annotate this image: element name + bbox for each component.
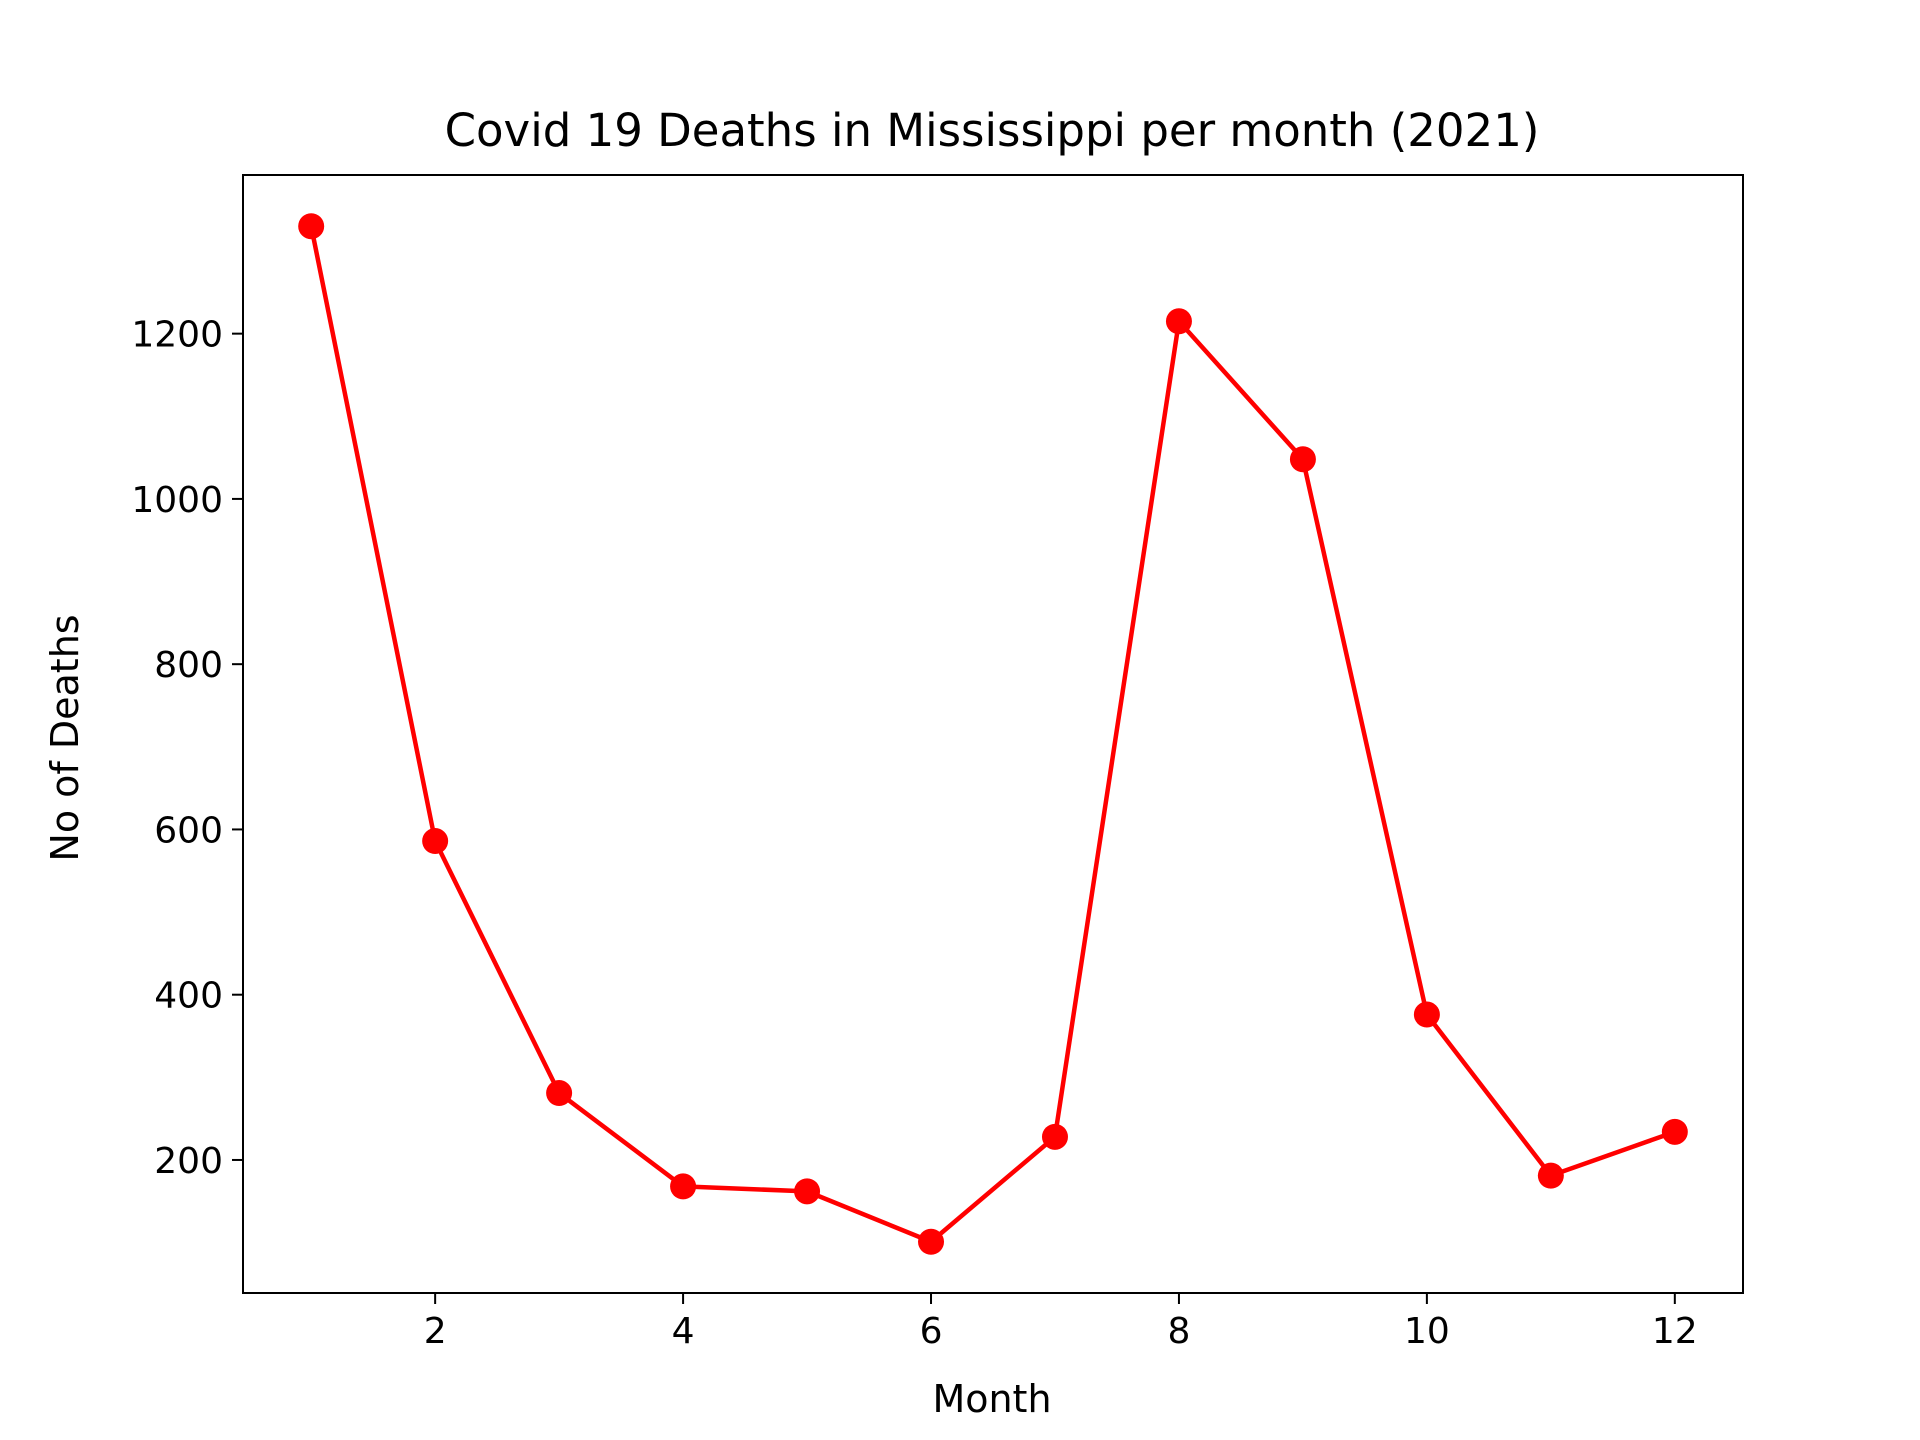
x-tick-label: 10 [1404, 1311, 1450, 1352]
y-tick-label: 400 [154, 976, 223, 1017]
data-point [298, 213, 325, 240]
series-line [308, 225, 1676, 1245]
data-point [794, 1178, 821, 1205]
x-tick-label: 2 [424, 1311, 447, 1352]
plot-frame [242, 174, 1744, 1294]
data-point [1661, 1118, 1688, 1145]
x-axis-label: Month [932, 1377, 1051, 1421]
y-tick-label: 600 [154, 810, 223, 851]
series-layer [298, 213, 1688, 1255]
x-tick-label: 4 [672, 1311, 695, 1352]
data-point [422, 828, 449, 855]
y-tick-label: 800 [154, 645, 223, 686]
x-tick-label: 12 [1652, 1311, 1698, 1352]
chart-title: Covid 19 Deaths in Mississippi per month… [445, 104, 1540, 157]
data-point [1413, 1001, 1440, 1028]
y-axis-label: No of Deaths [43, 614, 87, 861]
data-point [1537, 1162, 1564, 1189]
data-point [670, 1173, 697, 1200]
x-axis: 2 4 6 8 10 12 [424, 1293, 1698, 1352]
data-point [1289, 446, 1316, 473]
x-tick-label: 6 [920, 1311, 943, 1352]
data-point [1041, 1123, 1068, 1150]
plot-area [242, 174, 1744, 1294]
x-tick-label: 8 [1167, 1311, 1190, 1352]
y-axis: 200 400 600 800 1000 1200 [131, 315, 243, 1182]
y-tick-label: 200 [154, 1141, 223, 1182]
data-point [546, 1080, 573, 1107]
data-point [1165, 308, 1192, 335]
y-tick-label: 1200 [131, 315, 223, 356]
y-tick-label: 1000 [131, 480, 223, 521]
data-point [918, 1228, 945, 1255]
